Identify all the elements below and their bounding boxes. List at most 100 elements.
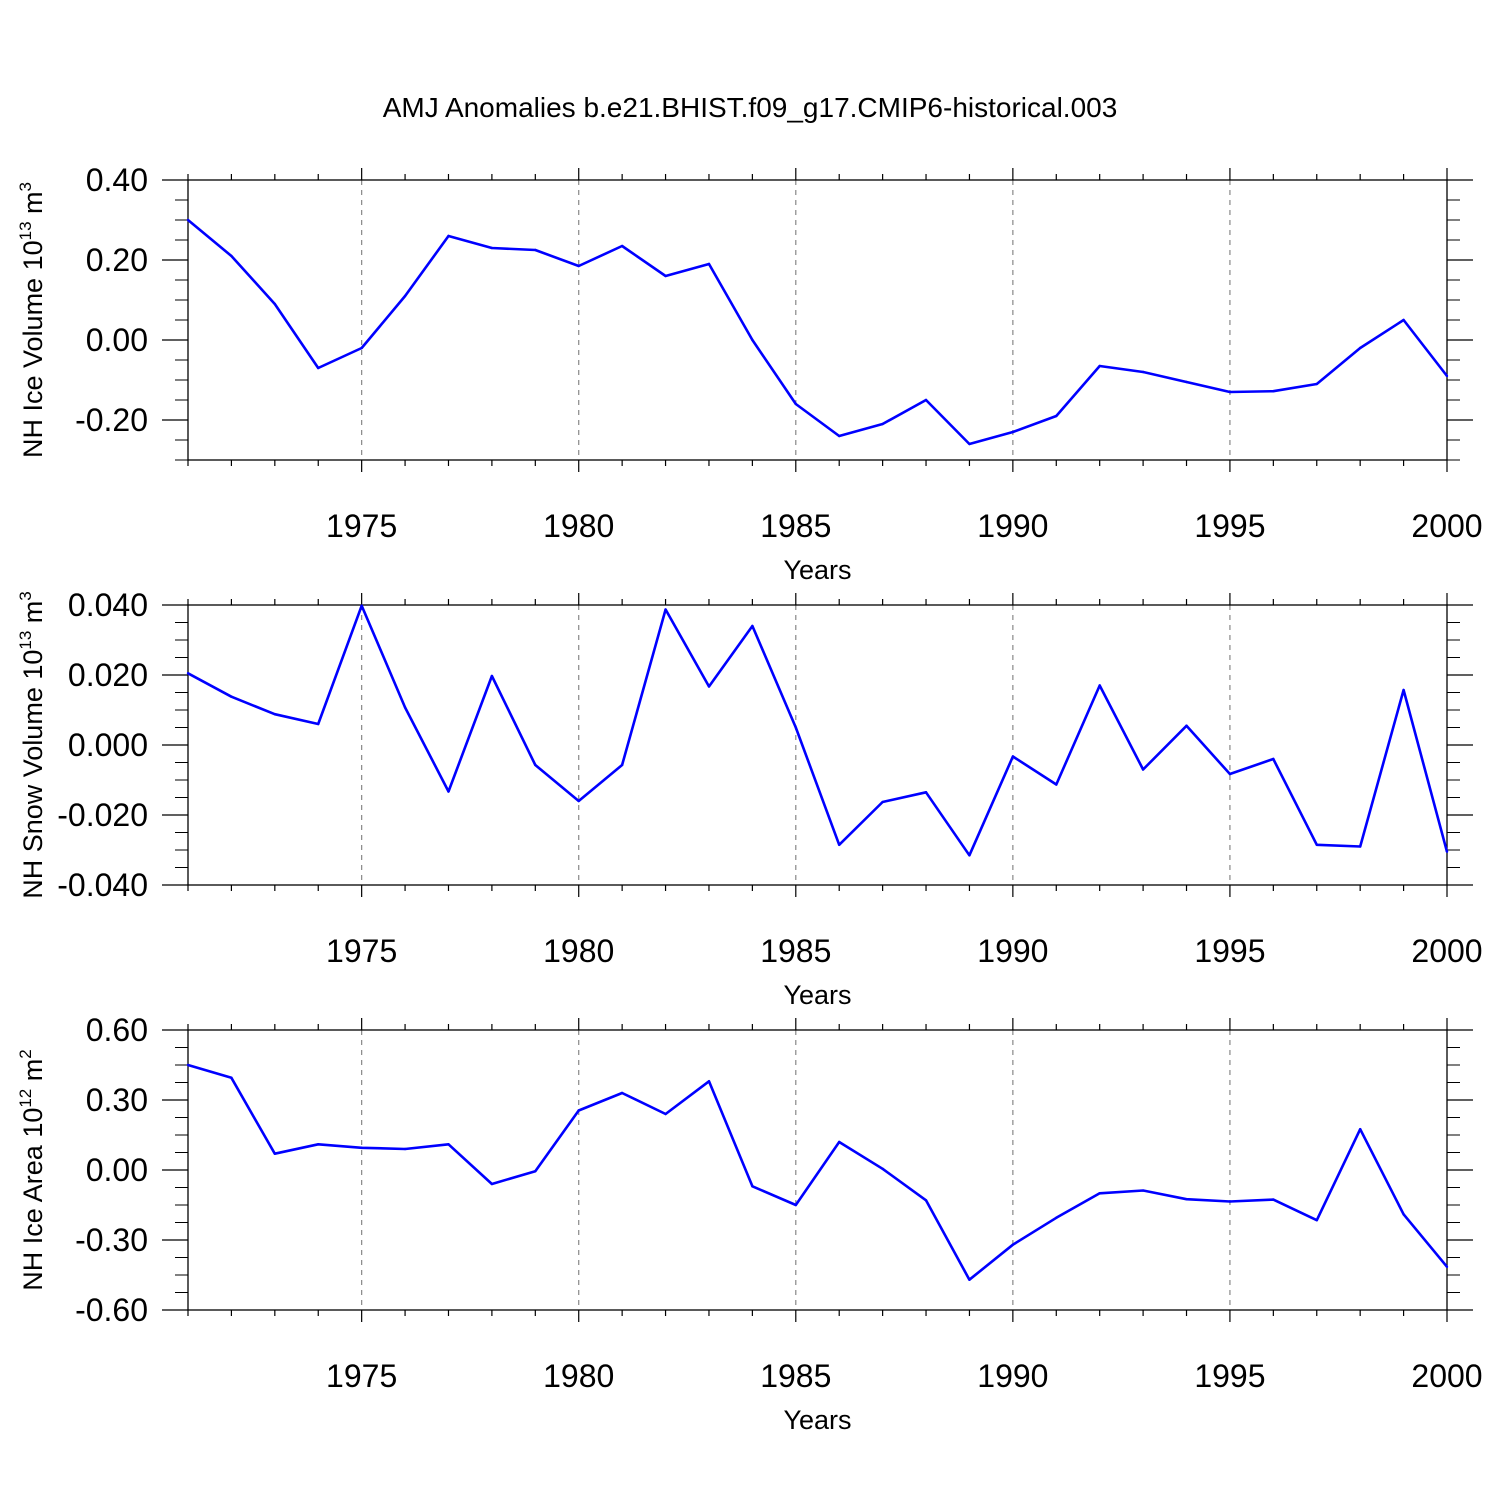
y-axis-label: NH Ice Area 1012 m2 [16, 1049, 48, 1290]
x-tick-label: 1990 [977, 1358, 1048, 1394]
x-tick-label: 1990 [977, 933, 1048, 969]
data-point [1185, 380, 1188, 384]
data-point [230, 695, 233, 698]
data-point [620, 1091, 624, 1095]
y-axis-label-main: NH Snow Volume 10 [18, 650, 48, 899]
data-point [186, 218, 190, 222]
data-point [577, 799, 580, 803]
panel-2: -0.040 -0.020 0.000 0.020 0.040 1975 1980 1985 1… [16, 587, 1483, 1010]
data-point [881, 800, 884, 804]
data-point [230, 1076, 233, 1080]
data-point [273, 713, 277, 716]
panel-3: -0.60 -0.30 0.00 0.30 0.60 1975 1980 1985 1990 19… [16, 1012, 1483, 1435]
x-tick-label: 1975 [326, 508, 397, 544]
figure-title: AMJ Anomalies b.e21.BHIST.f09_g17.CMIP6-… [383, 92, 1118, 123]
x-tick-label: 1990 [977, 508, 1048, 544]
data-point [1098, 364, 1101, 368]
data-point [186, 1063, 190, 1067]
data-point [317, 1143, 320, 1146]
data-point [1272, 1198, 1275, 1201]
data-point [1011, 755, 1015, 758]
y-axis-label-exponent: 13 [16, 221, 35, 240]
y-tick-label: 0.000 [68, 727, 148, 763]
y-tick-label: 0.00 [86, 322, 148, 358]
y-axis-label: NH Ice Volume 1013 m3 [16, 182, 48, 458]
y-tick-label: -0.20 [75, 402, 148, 438]
data-point [794, 1203, 797, 1207]
y-tick-label: 0.40 [86, 162, 148, 198]
data-point [620, 244, 624, 248]
data-point [1445, 374, 1449, 378]
data-point [1228, 1200, 1232, 1203]
plot-frame [187, 1029, 1448, 1311]
data-point [534, 1169, 537, 1173]
data-point [924, 1199, 928, 1202]
data-point [273, 302, 277, 306]
y-tick-label: 0.20 [86, 242, 148, 278]
data-point [1141, 370, 1145, 374]
data-point [1098, 684, 1101, 687]
y-tick-label: -0.30 [75, 1222, 148, 1258]
data-point [1402, 688, 1405, 692]
data-point [490, 674, 494, 678]
data-point [403, 706, 407, 709]
x-tick-label: 1980 [543, 508, 614, 544]
y-tick-label: 0.040 [68, 587, 148, 623]
y-axis-label-unit-exponent: 3 [16, 182, 35, 191]
x-axis-label: Years [783, 555, 851, 585]
data-point [317, 722, 320, 726]
data-point [968, 1278, 971, 1281]
data-point [360, 346, 363, 350]
data-point [317, 366, 320, 370]
data-point [534, 248, 537, 252]
x-tick-label: 1995 [1194, 508, 1265, 544]
y-tick-label: 0.020 [68, 657, 148, 693]
data-point [1098, 1192, 1101, 1195]
data-point [881, 1167, 884, 1171]
x-tick-label: 2000 [1411, 933, 1482, 969]
x-tick-label: 1995 [1194, 1358, 1265, 1394]
x-tick-label: 1980 [543, 933, 614, 969]
data-point [1141, 1189, 1145, 1192]
series-line [187, 604, 1449, 857]
data-point [1272, 757, 1275, 761]
data-point [838, 434, 841, 438]
data-point [403, 1147, 407, 1151]
x-tick-label: 2000 [1411, 508, 1482, 544]
data-point [968, 854, 971, 857]
y-axis-label: NH Snow Volume 1013 m3 [16, 591, 48, 899]
y-axis-label-unit: m [18, 191, 48, 221]
y-tick-label: 0.30 [86, 1082, 148, 1118]
data-point [360, 604, 363, 607]
data-point [707, 685, 711, 688]
data-point [1055, 414, 1058, 418]
y-tick-label: -0.020 [57, 797, 148, 833]
plot-frame [187, 179, 1448, 461]
data-point [794, 726, 797, 729]
data-point [968, 442, 971, 446]
series-line [187, 218, 1449, 446]
data-point [1315, 382, 1318, 386]
data-point [403, 294, 407, 298]
data-point [751, 1185, 754, 1188]
data-point [230, 254, 233, 258]
data-point [447, 234, 450, 238]
data-point [1185, 1197, 1188, 1201]
data-point [577, 264, 580, 268]
y-tick-label: 0.00 [86, 1152, 148, 1188]
x-tick-label: 1985 [760, 1358, 831, 1394]
data-point [751, 338, 754, 342]
y-tick-label: 0.60 [86, 1012, 148, 1048]
data-point [490, 1182, 494, 1186]
data-point [881, 422, 884, 426]
panels: -0.20 0.00 0.20 0.40 1975 1980 1985 1990 1995 200… [16, 162, 1483, 1435]
data-point [1358, 845, 1362, 848]
x-axis-label: Years [783, 1405, 851, 1435]
data-point [1315, 843, 1318, 846]
data-point [794, 402, 797, 406]
data-point [707, 1080, 711, 1083]
data-point [1358, 346, 1362, 350]
data-point [838, 843, 841, 846]
y-axis-label-unit: m [18, 1059, 48, 1089]
